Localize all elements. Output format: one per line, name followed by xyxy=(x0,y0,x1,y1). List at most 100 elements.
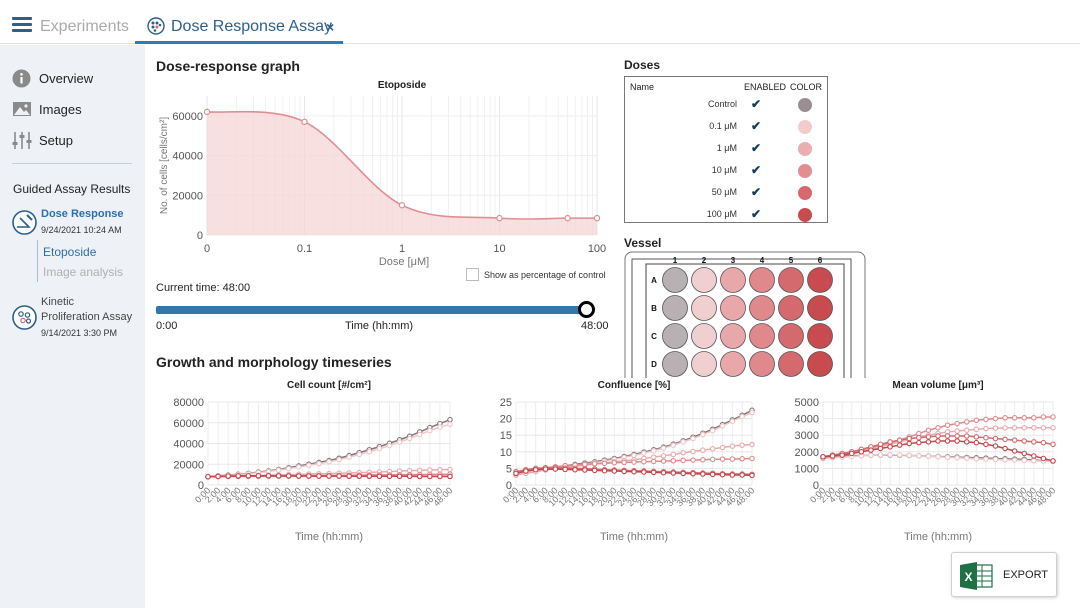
dose-response-chart: 0 20000 40000 60000 0 0.1 1 10 100 Etoposide Dose … xyxy=(159,80,606,268)
data-point xyxy=(1031,424,1037,431)
data-point xyxy=(275,473,282,479)
data-point xyxy=(858,449,865,455)
dose-color-swatch[interactable] xyxy=(798,120,812,134)
well xyxy=(807,267,833,293)
data-point xyxy=(670,458,677,464)
data-point xyxy=(235,473,242,479)
data-point xyxy=(749,455,755,462)
data-point xyxy=(427,467,433,473)
data-point xyxy=(964,433,970,439)
dose-row: 1 μM ✔ xyxy=(625,138,829,160)
data-point xyxy=(621,459,627,466)
data-point xyxy=(820,454,826,460)
data-point xyxy=(925,453,932,460)
enabled-checkbox[interactable]: ✔ xyxy=(751,119,762,133)
data-point xyxy=(1021,450,1027,457)
data-point xyxy=(992,443,999,449)
menu-icon[interactable] xyxy=(12,17,32,33)
y-tick-label: 15 xyxy=(500,430,512,442)
data-point xyxy=(582,461,588,468)
enabled-checkbox[interactable]: ✔ xyxy=(751,185,762,199)
tab-experiments[interactable]: Experiments xyxy=(40,18,129,35)
data-point xyxy=(935,454,941,460)
data-point xyxy=(447,416,453,423)
y-tick-label: 0 xyxy=(198,480,204,492)
data-point xyxy=(719,456,726,462)
info-icon xyxy=(12,69,31,88)
enabled-checkbox[interactable]: ✔ xyxy=(751,163,762,177)
data-point xyxy=(513,470,519,477)
enabled-checkbox[interactable]: ✔ xyxy=(751,207,762,221)
tab-dose-response-assay[interactable]: Dose Response Assay × xyxy=(135,8,343,44)
data-point xyxy=(285,473,292,479)
dose-row: 0.1 μM ✔ xyxy=(625,116,829,138)
enabled-checkbox[interactable]: ✔ xyxy=(751,141,762,155)
export-button[interactable]: X EXPORT xyxy=(951,552,1057,597)
y-tick-label: 10 xyxy=(500,447,512,459)
vessel-heading: Vessel xyxy=(624,236,662,250)
sidebar-divider xyxy=(12,163,132,164)
data-point xyxy=(523,468,529,474)
subitem-image-analysis[interactable]: Image analysis xyxy=(43,265,124,279)
x-tick-label: 0.1 xyxy=(297,243,312,255)
data-point xyxy=(275,467,282,473)
data-point xyxy=(326,459,332,465)
checkbox-box[interactable] xyxy=(466,268,479,281)
dose-name: 10 μM xyxy=(711,165,737,175)
data-point xyxy=(398,202,406,209)
dose-color-swatch[interactable] xyxy=(798,142,812,156)
dose-row: 100 μM ✔ xyxy=(625,204,829,226)
y-tick-label: 4000 xyxy=(795,414,819,426)
x-tick-label: 0 xyxy=(204,243,210,255)
close-icon[interactable]: × xyxy=(326,19,335,35)
dose-color-swatch[interactable] xyxy=(798,98,812,112)
assay-kinetic-line2[interactable]: Proliferation Assay xyxy=(41,311,133,323)
data-point xyxy=(593,214,601,222)
data-point xyxy=(650,454,657,460)
data-point xyxy=(296,464,302,470)
data-point xyxy=(935,424,941,431)
data-point xyxy=(983,425,989,432)
data-point xyxy=(954,455,960,461)
well xyxy=(778,351,804,377)
data-point xyxy=(1002,445,1008,452)
data-point xyxy=(1021,457,1027,464)
data-point xyxy=(660,453,667,459)
dose-color-swatch[interactable] xyxy=(798,164,812,178)
data-point xyxy=(700,447,706,453)
data-point xyxy=(306,473,312,479)
data-point xyxy=(601,467,608,474)
data-point xyxy=(887,452,893,458)
row-label: D xyxy=(651,360,657,369)
dose-color-swatch[interactable] xyxy=(798,208,812,222)
data-point xyxy=(944,433,951,439)
well xyxy=(749,351,775,377)
subitem-etoposide[interactable]: Etoposide xyxy=(43,245,97,259)
data-point xyxy=(992,415,999,422)
time-slider-handle[interactable] xyxy=(578,301,595,318)
data-point xyxy=(729,443,736,449)
assay-dose-response[interactable]: Dose Response xyxy=(41,208,124,220)
time-slider-track[interactable] xyxy=(156,306,588,314)
data-point xyxy=(265,473,272,479)
data-point xyxy=(366,449,373,455)
column-label: 4 xyxy=(760,256,765,265)
dose-color-swatch[interactable] xyxy=(798,186,812,200)
well xyxy=(749,295,775,321)
data-point xyxy=(396,473,403,480)
chart-title: Confluence [%] xyxy=(598,380,671,391)
data-point xyxy=(427,473,433,480)
data-point xyxy=(887,439,893,445)
column-label: 6 xyxy=(818,256,823,265)
data-point xyxy=(245,473,252,479)
assay-kinetic-line1[interactable]: Kinetic xyxy=(41,296,75,308)
data-point xyxy=(983,434,989,441)
enabled-checkbox[interactable]: ✔ xyxy=(751,97,762,111)
data-point xyxy=(631,452,637,459)
data-point xyxy=(336,473,342,479)
data-point xyxy=(1011,457,1018,463)
col-color-header: COLOR xyxy=(790,82,823,92)
data-point xyxy=(1040,424,1047,431)
data-point xyxy=(983,456,989,462)
data-point xyxy=(582,467,588,473)
